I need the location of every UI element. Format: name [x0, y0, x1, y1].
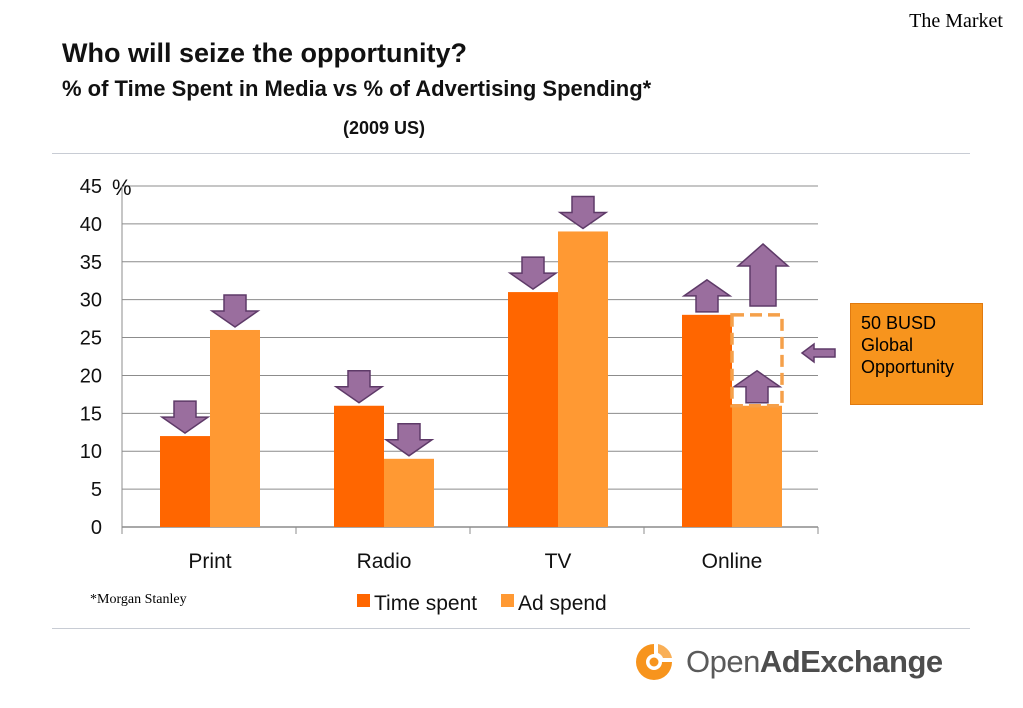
arrow-up-icon: [731, 369, 783, 404]
opportunity-gap-box: [730, 313, 784, 408]
y-tick-label: 30: [80, 290, 102, 312]
y-tick-label: 0: [91, 517, 102, 539]
bottom-divider: [52, 628, 970, 629]
bar: [558, 231, 608, 527]
footnote: *Morgan Stanley: [90, 592, 187, 607]
callout-line-2: Global: [861, 335, 914, 355]
bar: [682, 314, 732, 527]
opportunity-callout: 50 BUSD Global Opportunity: [850, 303, 983, 405]
callout-line-3: Opportunity: [861, 357, 955, 377]
page-title: Who will seize the opportunity?: [62, 38, 467, 68]
bar: [732, 405, 782, 527]
arrow-down-icon: [209, 294, 261, 328]
y-tick-label: 5: [91, 479, 102, 501]
bar: [384, 458, 434, 527]
logo-text-regular: Open: [686, 644, 760, 679]
arrow-down-icon: [159, 400, 211, 434]
arrow-down-icon: [507, 256, 559, 291]
arrow-down-icon: [557, 195, 609, 230]
big-up-arrow-icon: [736, 243, 790, 307]
x-category-label: Print: [188, 550, 231, 573]
company-logo: OpenAdExchange: [632, 640, 943, 684]
x-category-label: TV: [545, 550, 572, 573]
y-tick-label: 10: [80, 441, 102, 463]
bar: [334, 405, 384, 527]
bar: [160, 436, 210, 527]
legend-label: Time spent: [374, 592, 477, 615]
y-tick-label: 45: [80, 176, 102, 198]
callout-line-1: 50 BUSD: [861, 313, 937, 333]
legend-swatch: [501, 594, 514, 607]
page-subtitle: % of Time Spent in Media vs % of Adverti…: [62, 76, 652, 101]
y-tick-label: 15: [80, 403, 102, 425]
arrow-down-icon: [333, 370, 385, 404]
y-tick-label: 20: [80, 365, 102, 387]
section-label: The Market: [909, 10, 1003, 32]
x-category-label: Radio: [357, 550, 412, 573]
logo-mark-icon: [636, 644, 672, 680]
bar: [210, 329, 260, 527]
arrow-down-icon: [383, 423, 435, 457]
y-tick-label: 40: [80, 214, 102, 236]
arrow-up-icon: [681, 278, 733, 313]
y-tick-label: 25: [80, 328, 102, 350]
legend-label: Ad spend: [518, 592, 607, 615]
pointer-arrow-left-icon: [800, 342, 836, 364]
legend-swatch: [357, 594, 370, 607]
top-divider: [52, 153, 970, 154]
logo-wordmark: OpenAdExchange: [686, 644, 943, 680]
bar: [508, 292, 558, 527]
y-tick-label: 35: [80, 252, 102, 274]
x-category-label: Online: [702, 550, 763, 573]
region-label: (2009 US): [343, 118, 426, 138]
logo-text-bold: AdExchange: [759, 644, 943, 679]
